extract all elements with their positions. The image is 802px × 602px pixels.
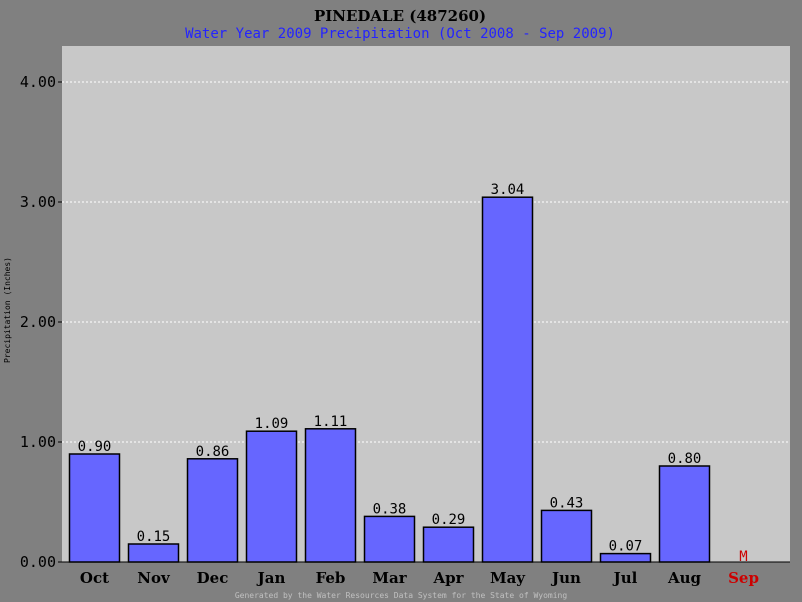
bar-apr <box>422 526 475 563</box>
x-tick-label: Sep <box>728 569 759 587</box>
bar-aug <box>658 465 711 563</box>
bar-jul <box>599 552 652 563</box>
bar-nov <box>127 543 180 563</box>
y-tick-label: 0.00 <box>20 553 56 571</box>
bar-value-label: 0.07 <box>609 539 643 555</box>
bar-value-label: 0.29 <box>432 512 466 528</box>
y-tick-label: 1.00 <box>20 433 56 451</box>
bar-feb <box>304 428 357 563</box>
y-axis-label: Precipitation (Inches) <box>3 257 12 363</box>
bar-oct <box>68 453 121 563</box>
x-tick-label: Mar <box>372 569 407 587</box>
bar-dec <box>186 458 239 563</box>
missing-value-label: M <box>739 549 747 565</box>
y-tick-label: 2.00 <box>20 313 56 331</box>
bar-value-labels: 0.90 0.15 0.86 1.09 1.11 0.38 0.29 3.04 0.43 0.07… <box>78 182 748 565</box>
bar-value-label: 1.11 <box>314 414 348 430</box>
x-tick-label: Apr <box>432 569 464 587</box>
x-tick-label: May <box>490 569 526 587</box>
bar-value-label: 0.43 <box>550 495 584 511</box>
bar-value-label: 3.04 <box>491 182 525 198</box>
bar-value-label: 0.86 <box>196 444 230 460</box>
bar-may <box>481 196 534 563</box>
bar-value-label: 0.15 <box>137 529 171 545</box>
x-tick-label: Jun <box>550 569 581 587</box>
y-tick-label: 3.00 <box>20 193 56 211</box>
x-tick-label: Jul <box>612 569 638 587</box>
bar-value-label: 0.90 <box>78 439 112 455</box>
chart-title: PINEDALE (487260) <box>314 7 486 25</box>
y-axis-ticks: 0.00 1.00 2.00 3.00 4.00 <box>20 73 62 571</box>
bar-value-label: 0.80 <box>668 451 702 467</box>
bar-mar <box>363 515 416 563</box>
x-tick-label: Feb <box>316 569 346 587</box>
bar-value-label: 0.38 <box>373 501 407 517</box>
y-tick-label: 4.00 <box>20 73 56 91</box>
x-axis-ticks: Oct Nov Dec Jan Feb Mar Apr May Jun Jul Aug Sep <box>80 569 759 587</box>
x-tick-label: Dec <box>197 569 229 587</box>
chart-subtitle: Water Year 2009 Precipitation (Oct 2008 … <box>185 26 615 42</box>
bar-jan <box>245 430 298 563</box>
bar-value-label: 1.09 <box>255 416 289 432</box>
footer-credit: Generated by the Water Resources Data Sy… <box>235 591 568 600</box>
x-tick-label: Oct <box>80 569 109 587</box>
x-tick-label: Jan <box>256 569 286 587</box>
x-tick-label: Nov <box>137 569 171 587</box>
bar-jun <box>540 509 593 563</box>
bars <box>68 196 711 563</box>
x-tick-label: Aug <box>667 569 702 587</box>
